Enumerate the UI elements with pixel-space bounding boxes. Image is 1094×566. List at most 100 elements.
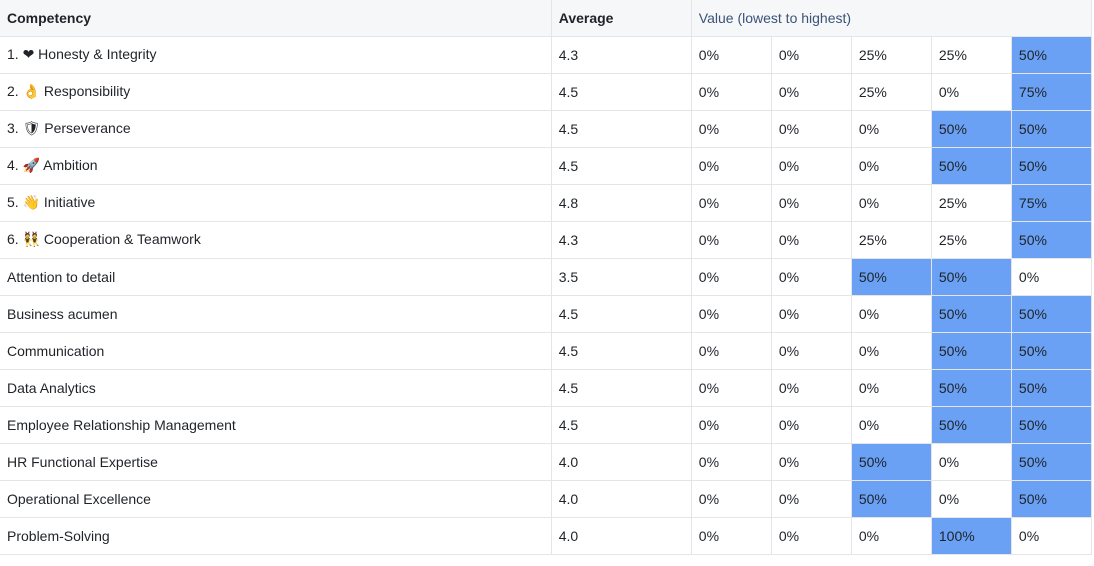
average-cell: 4.0 (551, 517, 692, 555)
value-cell-2: 0% (771, 332, 852, 370)
value-cell-2: 0% (771, 443, 852, 481)
value-cell-5: 50% (1011, 369, 1093, 407)
value-cell-5: 75% (1011, 184, 1093, 222)
table-row: 5. 👋 Initiative 4.8 0% 0% 0% 25% 75% (0, 184, 1093, 222)
table-row: Data Analytics 4.5 0% 0% 0% 50% 50% (0, 369, 1093, 407)
table-row: 6. 👯 Cooperation & Teamwork 4.3 0% 0% 25% 25%… (0, 221, 1093, 259)
value-cell-2: 0% (771, 36, 852, 74)
table-row: Employee Relationship Management 4.5 0% 0% 0… (0, 406, 1093, 444)
average-cell: 4.3 (551, 36, 692, 74)
average-column-header[interactable]: Average (551, 0, 692, 37)
value-cell-3: 25% (851, 73, 932, 111)
value-cell-3: 0% (851, 295, 932, 333)
table-body: 1. ❤ Honesty & Integrity 4.3 0% 0% 25% 25% 50%… (0, 36, 1093, 555)
value-cell-2: 0% (771, 110, 852, 148)
value-cell-1: 0% (691, 443, 772, 481)
competency-name-cell: 4. 🚀 Ambition (0, 147, 552, 185)
value-cell-2: 0% (771, 73, 852, 111)
table-row: Business acumen 4.5 0% 0% 0% 50% 50% (0, 295, 1093, 333)
value-cell-5: 50% (1011, 147, 1093, 185)
value-cell-3: 0% (851, 369, 932, 407)
competency-table: Competency Average Value (lowest to high… (0, 0, 1093, 555)
competency-name-cell: 2. 👌 Responsibility (0, 73, 552, 111)
value-cell-5: 75% (1011, 73, 1093, 111)
average-cell: 4.5 (551, 295, 692, 333)
competency-name-cell: Problem-Solving (0, 517, 552, 555)
value-cell-4: 50% (931, 332, 1012, 370)
value-cell-1: 0% (691, 480, 772, 518)
value-cell-1: 0% (691, 295, 772, 333)
table-row: 4. 🚀 Ambition 4.5 0% 0% 0% 50% 50% (0, 147, 1093, 185)
value-cell-4: 25% (931, 184, 1012, 222)
value-cell-3: 50% (851, 480, 932, 518)
value-cell-1: 0% (691, 406, 772, 444)
value-cell-3: 25% (851, 36, 932, 74)
value-cell-5: 0% (1011, 258, 1093, 296)
value-cell-1: 0% (691, 517, 772, 555)
value-cell-3: 50% (851, 443, 932, 481)
value-cell-2: 0% (771, 184, 852, 222)
average-cell: 4.5 (551, 406, 692, 444)
average-cell: 4.0 (551, 480, 692, 518)
table-row: 3. 🛡 Perseverance 4.5 0% 0% 0% 50% 50% (0, 110, 1093, 148)
value-cell-4: 50% (931, 147, 1012, 185)
average-cell: 4.5 (551, 73, 692, 111)
value-cell-4: 50% (931, 110, 1012, 148)
value-cell-1: 0% (691, 184, 772, 222)
table-row: HR Functional Expertise 4.0 0% 0% 50% 0% 50% (0, 443, 1093, 481)
value-cell-3: 0% (851, 110, 932, 148)
competency-name-cell: Employee Relationship Management (0, 406, 552, 444)
table-row: Communication 4.5 0% 0% 0% 50% 50% (0, 332, 1093, 370)
value-cell-4: 0% (931, 73, 1012, 111)
value-cell-5: 50% (1011, 36, 1093, 74)
value-cell-4: 0% (931, 480, 1012, 518)
competency-name-cell: 1. ❤ Honesty & Integrity (0, 36, 552, 74)
value-cell-5: 50% (1011, 295, 1093, 333)
competency-column-header[interactable]: Competency (0, 0, 552, 37)
value-cell-2: 0% (771, 221, 852, 259)
value-cell-5: 50% (1011, 332, 1093, 370)
competency-name-cell: Communication (0, 332, 552, 370)
value-cell-3: 25% (851, 221, 932, 259)
value-cell-3: 0% (851, 147, 932, 185)
value-cell-3: 0% (851, 184, 932, 222)
competency-name-cell: 6. 👯 Cooperation & Teamwork (0, 221, 552, 259)
table-row: 2. 👌 Responsibility 4.5 0% 0% 25% 0% 75% (0, 73, 1093, 111)
value-cell-4: 50% (931, 369, 1012, 407)
value-cell-1: 0% (691, 147, 772, 185)
average-cell: 4.3 (551, 221, 692, 259)
value-cell-1: 0% (691, 73, 772, 111)
value-cell-4: 50% (931, 406, 1012, 444)
average-cell: 4.5 (551, 147, 692, 185)
value-cell-2: 0% (771, 480, 852, 518)
value-cell-1: 0% (691, 221, 772, 259)
value-cell-1: 0% (691, 258, 772, 296)
value-cell-5: 50% (1011, 221, 1093, 259)
table-row: Attention to detail 3.5 0% 0% 50% 50% 0% (0, 258, 1093, 296)
value-cell-4: 50% (931, 258, 1012, 296)
value-cell-3: 0% (851, 517, 932, 555)
average-cell: 4.5 (551, 110, 692, 148)
value-cell-5: 50% (1011, 443, 1093, 481)
average-cell: 4.0 (551, 443, 692, 481)
value-column-header[interactable]: Value (lowest to highest) (691, 0, 1093, 37)
competency-name-cell: HR Functional Expertise (0, 443, 552, 481)
value-cell-5: 50% (1011, 110, 1093, 148)
value-cell-4: 50% (931, 295, 1012, 333)
value-cell-3: 50% (851, 258, 932, 296)
value-cell-5: 50% (1011, 406, 1093, 444)
average-cell: 4.8 (551, 184, 692, 222)
value-cell-4: 25% (931, 221, 1012, 259)
value-cell-5: 0% (1011, 517, 1093, 555)
value-cell-1: 0% (691, 110, 772, 148)
competency-name-cell: Business acumen (0, 295, 552, 333)
competency-name-cell: Data Analytics (0, 369, 552, 407)
competency-name-cell: Operational Excellence (0, 480, 552, 518)
value-cell-4: 0% (931, 443, 1012, 481)
value-cell-2: 0% (771, 517, 852, 555)
table-row: 1. ❤ Honesty & Integrity 4.3 0% 0% 25% 25% 50% (0, 36, 1093, 74)
table-row: Problem-Solving 4.0 0% 0% 0% 100% 0% (0, 517, 1093, 555)
value-cell-2: 0% (771, 369, 852, 407)
value-cell-4: 25% (931, 36, 1012, 74)
table-header-row: Competency Average Value (lowest to high… (0, 0, 1093, 37)
